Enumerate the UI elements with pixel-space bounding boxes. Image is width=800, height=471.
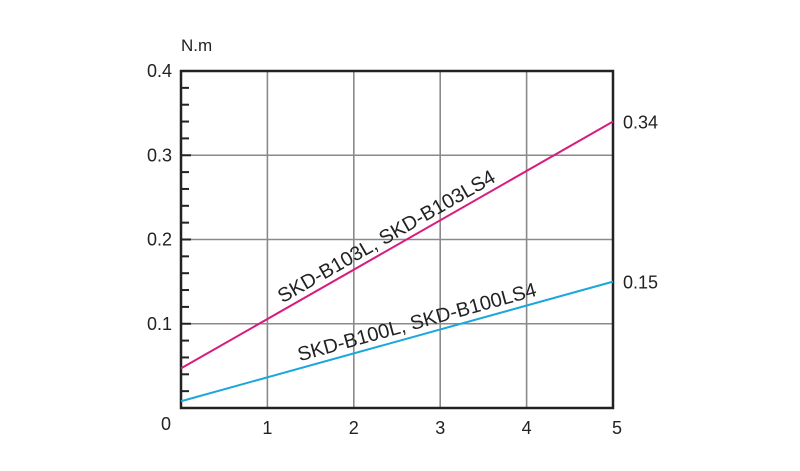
- x-tick-labels: 0 1 2 3 4 5: [161, 414, 622, 438]
- y-tick-label: 0.3: [147, 145, 172, 165]
- series-line: [180, 120, 614, 370]
- series-name-label: SKD-B100L, SKD-B100LS4: [295, 279, 539, 366]
- y-tick-label: 0.1: [147, 314, 172, 334]
- x-tick-label: 1: [262, 418, 272, 438]
- x-tick-label: 4: [522, 418, 532, 438]
- y-tick-labels: 0.1 0.2 0.3 0.4: [147, 61, 172, 334]
- series-line: [180, 280, 614, 403]
- x-tick-label: 5: [612, 418, 622, 438]
- series-end-value: 0.34: [623, 113, 658, 133]
- x-tick-label: 3: [435, 418, 445, 438]
- grid: [181, 71, 613, 408]
- x-tick-label: 2: [349, 418, 359, 438]
- x-tick-label: 0: [161, 414, 171, 434]
- series-group: [180, 120, 614, 403]
- series-name-label: SKD-B103L, SKD-B103LS4: [274, 166, 499, 308]
- y-tick-label: 0.4: [147, 61, 172, 81]
- y-minor-ticks: [181, 86, 191, 393]
- y-tick-label: 0.2: [147, 230, 172, 250]
- y-axis-label: N.m: [181, 36, 212, 55]
- series-end-value: 0.15: [623, 273, 658, 293]
- plot-frame: [179, 69, 615, 410]
